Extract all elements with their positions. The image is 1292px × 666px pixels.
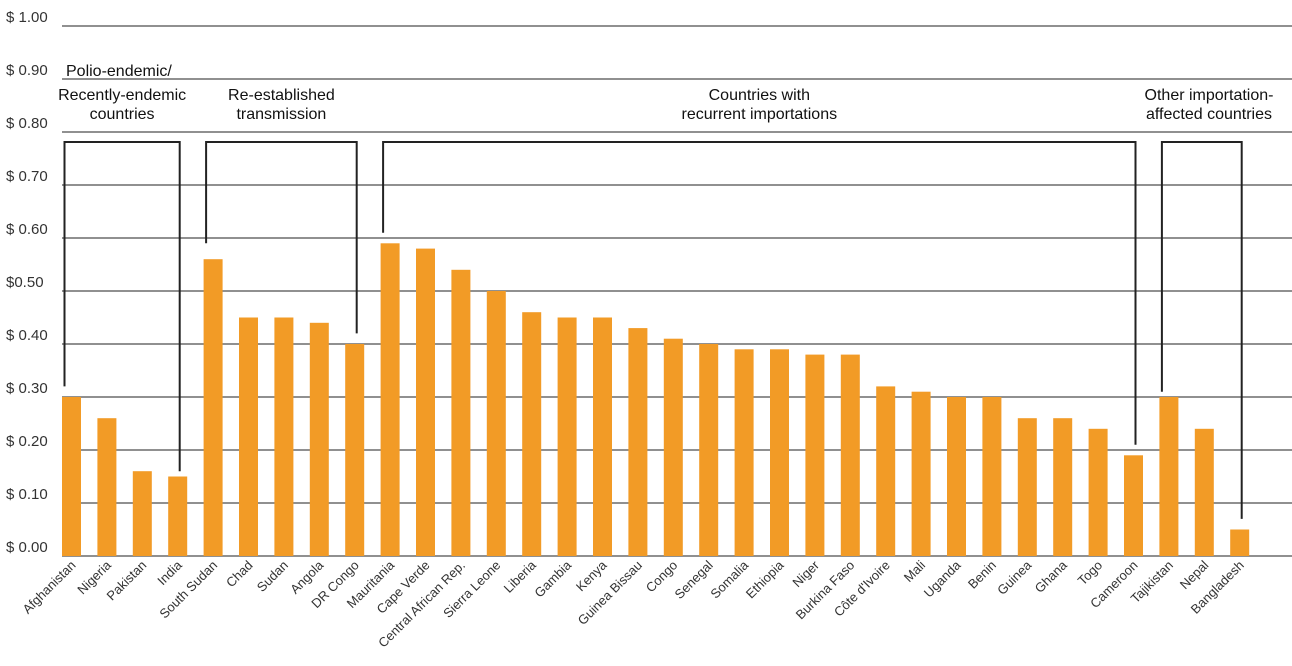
bar: [805, 354, 825, 556]
bar: [345, 344, 365, 556]
bar: [699, 344, 719, 556]
bar: [947, 397, 966, 556]
bar: [239, 317, 258, 556]
bar: [663, 338, 683, 556]
bar: [1230, 529, 1250, 556]
group-label: affected countries: [1146, 106, 1272, 123]
y-tick-label: $ 0.20: [6, 433, 48, 450]
y-tick-label: $ 0.00: [6, 539, 48, 556]
bar: [593, 317, 612, 556]
y-tick-label: $ 0.90: [6, 62, 48, 79]
group-brackets: [63, 141, 1243, 519]
y-tick-label: $ 0.10: [6, 486, 48, 503]
x-tick-label: Gambia: [531, 557, 574, 600]
bars: [62, 243, 1250, 557]
group-bracket: [63, 141, 181, 472]
group-label: Polio-endemic/: [66, 63, 172, 80]
y-axis-tick-labels: $ 0.00 $ 0.10 $ 0.20 $ 0.30 $ 0.40 $0.50 $ 0.6…: [6, 9, 48, 556]
x-tick-label: Guinea Bissau: [575, 558, 645, 628]
bar: [380, 243, 400, 557]
x-tick-label: Uganda: [921, 557, 964, 600]
group-bracket: [205, 141, 358, 334]
group-bracket: [1160, 141, 1243, 519]
bar: [982, 397, 1002, 556]
bar: [132, 471, 152, 556]
y-tick-label: $ 0.80: [6, 115, 48, 132]
y-tick-label: $0.50: [6, 274, 44, 291]
bar: [1088, 428, 1108, 556]
x-tick-label: Ghana: [1032, 557, 1071, 596]
x-tick-label: Niger: [789, 557, 822, 590]
bar: [1124, 455, 1143, 556]
group-label: countries: [90, 106, 155, 123]
bar: [1017, 418, 1037, 556]
y-tick-label: $ 0.60: [6, 221, 48, 238]
y-tick-label: $ 1.00: [6, 9, 48, 26]
bar: [840, 354, 860, 556]
x-tick-label: Ethiopia: [743, 557, 787, 601]
bar: [274, 317, 294, 556]
y-tick-label: $ 0.40: [6, 327, 48, 344]
bar: [97, 418, 117, 556]
group-labels: Polio-endemic/Recently-endemic countries R…: [58, 63, 1273, 123]
x-tick-label: Togo: [1075, 558, 1106, 589]
bar: [309, 322, 329, 556]
y-tick-label: $ 0.70: [6, 168, 48, 185]
group-label: transmission: [236, 106, 326, 123]
bar: [557, 317, 577, 556]
y-tick-label: $ 0.30: [6, 380, 48, 397]
bar: [1194, 428, 1214, 556]
bar: [522, 312, 542, 556]
bar: [451, 269, 471, 556]
x-tick-label: Afghanistan: [19, 558, 78, 617]
bar: [628, 328, 648, 556]
group-label: Countries with: [709, 87, 810, 104]
bar: [734, 349, 754, 556]
bar: [1053, 418, 1073, 556]
x-tick-label: Somalia: [707, 557, 751, 601]
bar: [168, 476, 188, 556]
bar: [203, 259, 223, 556]
x-tick-label: Mali: [901, 557, 929, 585]
x-tick-label: India: [154, 557, 185, 588]
group-label: Recently-endemic: [58, 87, 186, 104]
bar: [416, 248, 435, 556]
group-label: Re-established: [228, 87, 335, 104]
bar: [1159, 397, 1179, 556]
bar: [770, 349, 789, 556]
group-label: Other importation-: [1145, 87, 1274, 104]
bar: [62, 397, 81, 556]
x-tick-label: Guinea: [994, 557, 1035, 598]
bar: [486, 291, 506, 556]
x-tick-label: Senegal: [671, 557, 715, 601]
bar: [911, 391, 931, 556]
group-bracket: [382, 141, 1137, 445]
x-tick-label: Sudan: [254, 558, 291, 595]
x-tick-label: Pakistan: [104, 558, 150, 604]
x-tick-label: Chad: [223, 558, 256, 591]
bar: [876, 386, 896, 556]
group-label: recurrent importations: [681, 106, 837, 123]
